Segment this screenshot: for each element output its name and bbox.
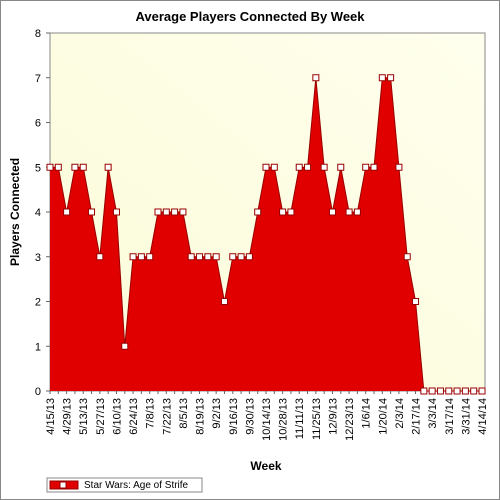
point — [54, 163, 62, 171]
x-tick-label: 6/24/13 — [128, 398, 140, 435]
point — [254, 208, 262, 216]
point — [420, 387, 428, 395]
point — [46, 163, 54, 171]
point — [287, 208, 295, 216]
x-tick-label: 10/28/13 — [278, 398, 290, 441]
point — [304, 163, 312, 171]
point — [245, 253, 253, 261]
x-tick-label: 10/14/13 — [261, 398, 273, 441]
point — [104, 163, 112, 171]
x-tick-label: 5/27/13 — [95, 398, 107, 435]
point — [445, 387, 453, 395]
point — [270, 163, 278, 171]
point — [162, 208, 170, 216]
chart-title: Average Players Connected By Week — [135, 9, 365, 24]
point — [237, 253, 245, 261]
x-tick-label: 9/2/13 — [211, 398, 223, 429]
x-tick-label: 3/17/14 — [444, 398, 456, 435]
x-tick-label: 5/13/13 — [78, 398, 90, 435]
x-tick-label: 7/8/13 — [145, 398, 157, 429]
point — [453, 387, 461, 395]
area — [50, 77, 482, 391]
point — [478, 387, 486, 395]
x-tick-label: 12/23/13 — [344, 398, 356, 441]
x-tick-label: 12/9/13 — [327, 398, 339, 435]
point — [461, 387, 469, 395]
point — [229, 253, 237, 261]
point — [337, 163, 345, 171]
x-tick-label: 6/10/13 — [111, 398, 123, 435]
point — [71, 163, 79, 171]
x-tick-label: 9/30/13 — [244, 398, 256, 435]
x-tick-label: 4/29/13 — [62, 398, 74, 435]
y-tick-label: 2 — [35, 297, 41, 309]
x-tick-label: 11/11/13 — [294, 398, 306, 439]
point — [470, 387, 478, 395]
y-tick-label: 8 — [35, 28, 41, 40]
point — [79, 163, 87, 171]
point — [312, 74, 320, 82]
x-tick-label: 9/16/13 — [228, 398, 240, 435]
y-tick-label: 7 — [35, 73, 41, 85]
point — [112, 208, 120, 216]
point — [96, 253, 104, 261]
point — [378, 74, 386, 82]
point — [171, 208, 179, 216]
legend — [46, 477, 203, 493]
point — [295, 163, 303, 171]
point — [146, 253, 154, 261]
point — [387, 74, 395, 82]
point — [328, 208, 336, 216]
y-tick-label: 3 — [35, 252, 41, 264]
point — [196, 253, 204, 261]
x-tick-label: 1/6/14 — [361, 398, 373, 429]
x-axis-title: Week — [250, 459, 281, 473]
y-tick-label: 5 — [35, 162, 41, 174]
point — [129, 253, 137, 261]
point — [262, 163, 270, 171]
y-tick-label: 1 — [35, 341, 41, 353]
point — [362, 163, 370, 171]
x-tick-label: 2/3/14 — [394, 398, 406, 429]
point — [353, 208, 361, 216]
point — [179, 208, 187, 216]
legend-marker — [59, 481, 67, 489]
point — [412, 298, 420, 305]
point — [137, 253, 145, 261]
point — [212, 253, 220, 261]
point — [63, 208, 71, 216]
y-tick-label: 6 — [35, 118, 41, 130]
point — [370, 163, 378, 171]
y-tick-label: 0 — [35, 386, 41, 398]
point — [154, 208, 162, 216]
x-tick-label: 4/14/14 — [477, 398, 489, 435]
point — [204, 253, 212, 261]
point — [187, 253, 195, 261]
legend-label: Star Wars: Age of Strife — [84, 480, 189, 491]
x-tick-label: 3/3/14 — [427, 398, 439, 429]
point — [320, 163, 328, 171]
y-axis-title: Players Connected — [8, 158, 22, 266]
point — [436, 387, 444, 395]
x-tick-label: 7/22/13 — [161, 398, 173, 435]
point — [345, 208, 353, 216]
point — [88, 208, 96, 216]
x-tick-label: 8/19/13 — [195, 398, 207, 435]
point — [220, 298, 228, 305]
x-tick-label: 2/17/14 — [411, 398, 423, 435]
x-tick-label: 4/15/13 — [45, 398, 57, 435]
point — [428, 387, 436, 395]
y-tick-label: 4 — [35, 207, 41, 219]
x-tick-label: 8/5/13 — [178, 398, 190, 429]
x-tick-label: 1/20/14 — [377, 398, 389, 435]
point — [121, 342, 129, 350]
point — [395, 163, 403, 171]
x-tick-label: 3/31/14 — [460, 398, 472, 435]
x-tick-label: 11/25/13 — [311, 398, 323, 440]
point — [403, 253, 411, 261]
point — [279, 208, 287, 216]
